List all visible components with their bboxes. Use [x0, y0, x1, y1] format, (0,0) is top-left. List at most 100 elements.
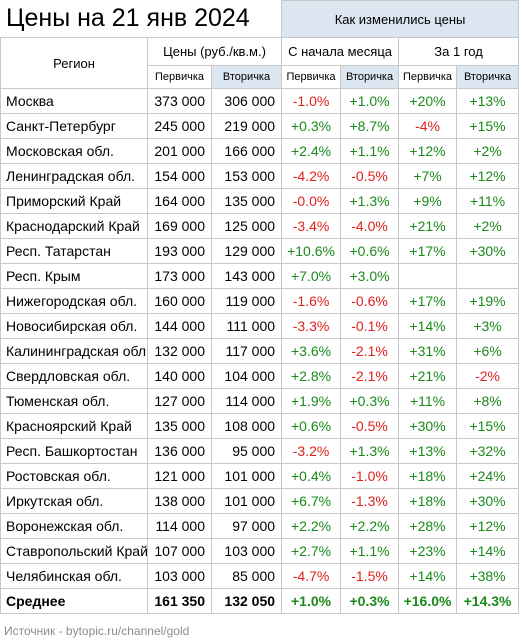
prices-table: Как изменились цены Регион Цены (руб./кв… [0, 0, 520, 614]
month-secondary-change-cell: -4.0% [340, 213, 400, 239]
month-secondary-change-cell: +0.3% [340, 388, 400, 414]
year-secondary-change-cell: +12% [456, 163, 520, 189]
year-primary-change-cell: +9% [398, 188, 458, 214]
average-secondary: 132 050 [210, 588, 283, 614]
year-secondary-change-cell: +11% [456, 188, 520, 214]
secondary-price-cell: 101 000 [210, 488, 283, 514]
year-primary-change-cell: +18% [398, 463, 458, 489]
month-primary-change-cell: +2.4% [281, 138, 342, 164]
header-year: За 1 год [398, 37, 520, 66]
average-label: Среднее [0, 588, 148, 614]
region-cell: Респ. Татарстан [0, 238, 148, 264]
month-secondary-change-cell: +0.6% [340, 238, 400, 264]
year-primary-change-cell: +20% [398, 88, 458, 114]
month-secondary-change-cell: +8.7% [340, 113, 400, 139]
secondary-price-cell: 306 000 [210, 88, 283, 114]
primary-price-cell: 144 000 [147, 313, 212, 339]
region-cell: Москва [0, 88, 148, 114]
header-month-primary: Первичка [281, 65, 342, 89]
year-secondary-change-cell: +2% [456, 213, 520, 239]
month-primary-change-cell: +0.4% [281, 463, 342, 489]
year-primary-change-cell: +21% [398, 363, 458, 389]
year-primary-change-cell: +14% [398, 313, 458, 339]
month-primary-change-cell: -3.2% [281, 438, 342, 464]
primary-price-cell: 136 000 [147, 438, 212, 464]
year-secondary-change-cell: +30% [456, 238, 520, 264]
month-primary-change-cell: +2.8% [281, 363, 342, 389]
month-secondary-change-cell: +1.1% [340, 138, 400, 164]
year-secondary-change-cell: +15% [456, 113, 520, 139]
primary-price-cell: 140 000 [147, 363, 212, 389]
secondary-price-cell: 85 000 [210, 563, 283, 589]
average-month-primary: +1.0% [281, 588, 342, 614]
header-prices: Цены (руб./кв.м.) [146, 37, 283, 66]
table-row: Калининградская обл. 132 000 117 000 +3.6% -… [0, 338, 520, 364]
month-primary-change-cell: +0.3% [281, 113, 342, 139]
month-secondary-change-cell: +1.1% [340, 538, 400, 564]
average-year-primary: +16.0% [398, 588, 458, 614]
region-cell: Красноярский Край [0, 413, 148, 439]
month-primary-change-cell: -1.6% [281, 288, 342, 314]
region-cell: Краснодарский Край [0, 213, 148, 239]
region-cell: Калининградская обл. [0, 338, 148, 364]
region-cell: Респ. Крым [0, 263, 148, 289]
region-cell: Тюменская обл. [0, 388, 148, 414]
primary-price-cell: 114 000 [147, 513, 212, 539]
region-cell: Свердловская обл. [0, 363, 148, 389]
secondary-price-cell: 143 000 [210, 263, 283, 289]
year-secondary-change-cell: +19% [456, 288, 520, 314]
year-primary-change-cell [398, 263, 458, 289]
year-primary-change-cell: +14% [398, 563, 458, 589]
year-secondary-change-cell: +24% [456, 463, 520, 489]
month-secondary-change-cell: -0.1% [340, 313, 400, 339]
table-row: Респ. Крым 173 000 143 000 +7.0% +3.0% [0, 263, 520, 289]
header-since-month: С начала месяца [281, 37, 400, 66]
month-secondary-change-cell: -0.5% [340, 413, 400, 439]
year-secondary-change-cell: +15% [456, 413, 520, 439]
month-primary-change-cell: -0.0% [281, 188, 342, 214]
month-primary-change-cell: +10.6% [281, 238, 342, 264]
year-primary-change-cell: +31% [398, 338, 458, 364]
month-primary-change-cell: +6.7% [281, 488, 342, 514]
table-row: Челябинская обл. 103 000 85 000 -4.7% -1.5% +… [0, 563, 520, 589]
secondary-price-cell: 95 000 [210, 438, 283, 464]
average-primary: 161 350 [147, 588, 212, 614]
month-primary-change-cell: -1.0% [281, 88, 342, 114]
table-row: Санкт-Петербург 245 000 219 000 +0.3% +8.7% -… [0, 113, 520, 139]
year-secondary-change-cell: +32% [456, 438, 520, 464]
secondary-price-cell: 153 000 [210, 163, 283, 189]
average-month-secondary: +0.3% [340, 588, 400, 614]
year-primary-change-cell: -4% [398, 113, 458, 139]
primary-price-cell: 127 000 [147, 388, 212, 414]
month-primary-change-cell: +1.9% [281, 388, 342, 414]
year-primary-change-cell: +17% [398, 238, 458, 264]
month-secondary-change-cell: -2.1% [340, 363, 400, 389]
year-primary-change-cell: +7% [398, 163, 458, 189]
secondary-price-cell: 104 000 [210, 363, 283, 389]
table-row: Красноярский Край 135 000 108 000 +0.6% -0.5… [0, 413, 520, 439]
month-secondary-change-cell: -1.0% [340, 463, 400, 489]
year-secondary-change-cell: +38% [456, 563, 520, 589]
year-primary-change-cell: +30% [398, 413, 458, 439]
title-spacer [0, 0, 282, 38]
year-primary-change-cell: +12% [398, 138, 458, 164]
table-row: Респ. Татарстан 193 000 129 000 +10.6% +0.6%… [0, 238, 520, 264]
year-secondary-change-cell: +3% [456, 313, 520, 339]
header-prices-secondary: Вторичка [210, 65, 283, 89]
year-primary-change-cell: +11% [398, 388, 458, 414]
primary-price-cell: 138 000 [147, 488, 212, 514]
year-secondary-change-cell: +13% [456, 88, 520, 114]
primary-price-cell: 169 000 [147, 213, 212, 239]
average-year-secondary: +14.3% [456, 588, 520, 614]
year-secondary-change-cell: +30% [456, 488, 520, 514]
table-row: Москва 373 000 306 000 -1.0% +1.0% +20% +13% [0, 88, 520, 114]
month-primary-change-cell: +3.6% [281, 338, 342, 364]
primary-price-cell: 160 000 [147, 288, 212, 314]
month-primary-change-cell: +0.6% [281, 413, 342, 439]
month-secondary-change-cell: +3.0% [340, 263, 400, 289]
month-secondary-change-cell: +1.3% [340, 438, 400, 464]
primary-price-cell: 135 000 [147, 413, 212, 439]
header-year-primary: Первичка [398, 65, 458, 89]
header-prices-primary: Первичка [147, 65, 212, 89]
table-row: Приморский Край 164 000 135 000 -0.0% +1.3% +… [0, 188, 520, 214]
